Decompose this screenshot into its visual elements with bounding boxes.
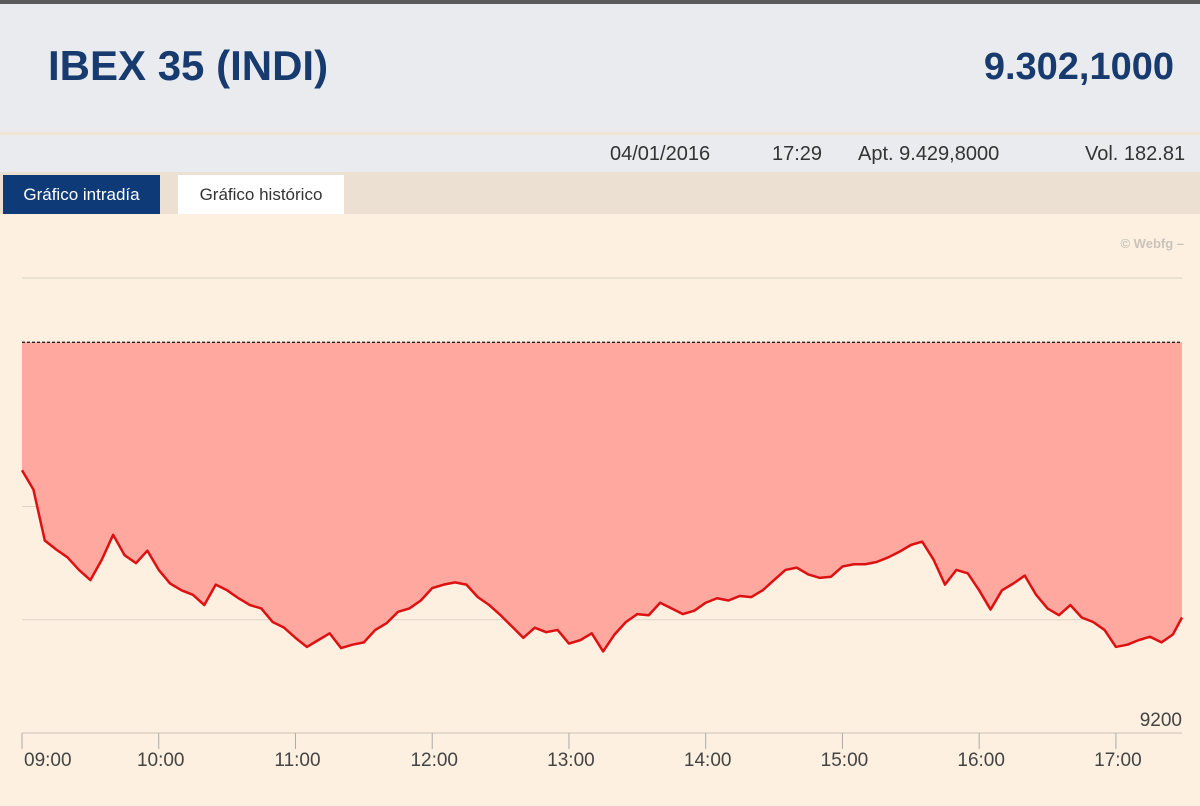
top-bar: [0, 0, 1200, 4]
price-line: [20, 469, 1184, 653]
area: [22, 342, 1182, 652]
x-tick-label: 09:00: [24, 750, 72, 771]
info-row: 04/01/2016 17:29 Apt. 9.429,8000 Vol. 18…: [0, 135, 1200, 172]
x-tick-label: 12:00: [410, 750, 458, 771]
tab-bar: Gráfico intradía Gráfico histórico: [0, 172, 1200, 214]
x-tick-label: 14:00: [684, 750, 732, 771]
x-tick-label: 10:00: [137, 750, 185, 771]
x-tick-label: 11:00: [274, 750, 320, 771]
price: 9.302,1000: [983, 46, 1174, 88]
x-tick-label: 16:00: [957, 750, 1005, 771]
tab[interactable]: Gráfico intradía: [3, 175, 160, 214]
date: 04/01/2016: [610, 143, 711, 165]
x-tick-label: 17:00: [1094, 750, 1142, 771]
watermark: © Webfg –: [1120, 236, 1184, 251]
header: IBEX 35 (INDI) 9.302,1000: [0, 4, 1200, 135]
x-tick-label: 15:00: [821, 750, 869, 771]
x-tick-label: 13:00: [547, 750, 595, 771]
time: 17:29: [772, 143, 823, 165]
index-title: IBEX 35 (INDI): [48, 42, 329, 89]
open: Apt. 9.429,8000: [858, 143, 1000, 165]
volume: Vol. 182.81: [1085, 143, 1186, 165]
tab[interactable]: Gráfico histórico: [178, 175, 344, 214]
y-tick-label: 9200: [1140, 710, 1182, 731]
